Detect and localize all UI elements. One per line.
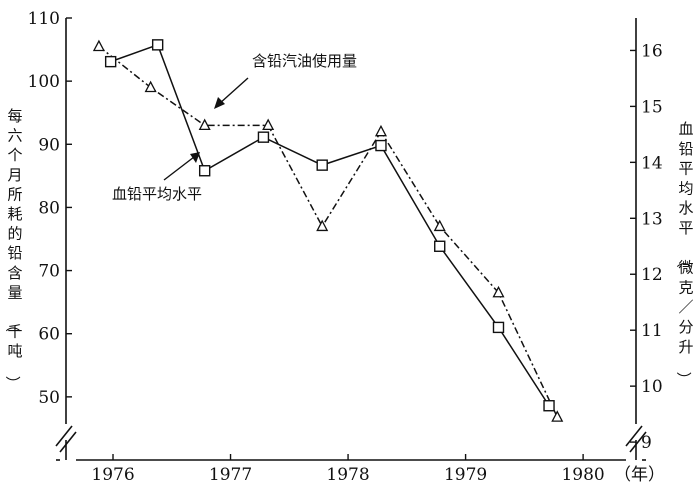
x-ticks: 1976 1977 1978 1979 1980	[91, 454, 605, 485]
left-title-text: 每六个月所耗的铅含量（千吨）	[3, 107, 22, 391]
left-tick-label: 80	[38, 198, 60, 218]
right-title-text: 血铅平均水平（微克／分升）	[674, 120, 693, 387]
blood-lead-point	[434, 240, 446, 252]
right-tick-label: 11	[641, 321, 663, 341]
left-tick-label: 90	[38, 135, 60, 155]
series-line-leaded-gasoline	[98, 45, 558, 418]
leaded-gasoline-point	[492, 285, 505, 298]
left-y-ticks: 50 60 70 80 90 100 110	[28, 9, 72, 408]
annotation-leaded-gasoline: 含铅汽油使用量	[252, 52, 357, 70]
left-axis-title: 每六个月所耗的铅含量（千吨）	[3, 107, 22, 391]
leaded-gasoline-point	[316, 219, 329, 232]
right-tick-label: 15	[641, 97, 663, 117]
x-tick-label: 1977	[209, 465, 252, 485]
left-tick-label: 70	[38, 262, 60, 282]
blood-lead-point	[198, 165, 211, 177]
right-y-ticks: 9 10 11 12 13 14 15 16	[630, 41, 663, 453]
series-line-blood-lead	[110, 43, 550, 407]
right-tick-label: 13	[641, 209, 663, 229]
x-tick-label: 1979	[444, 465, 487, 485]
right-axis-title: 血铅平均水平（微克／分升）	[674, 120, 693, 387]
blood-lead-point	[151, 39, 164, 51]
right-tick-label: 9	[641, 433, 652, 453]
right-axis-break-mark	[625, 425, 647, 453]
left-tick-label: 50	[38, 388, 60, 408]
blood-lead-point	[375, 139, 387, 152]
blood-lead-point	[104, 55, 117, 68]
arrowhead-blood-lead	[190, 152, 200, 163]
left-axis-break-mark	[55, 425, 77, 453]
annotation-arrows	[163, 77, 249, 181]
blood-lead-point	[316, 159, 328, 171]
leaded-gasoline-point	[551, 410, 564, 422]
left-tick-label: 110	[28, 9, 60, 29]
right-tick-label: 16	[641, 41, 663, 61]
leaded-gasoline-point	[262, 118, 275, 131]
arrowhead-leaded-gasoline	[214, 97, 225, 109]
x-axis-unit-label: （年）	[614, 465, 665, 485]
right-tick-label: 10	[641, 377, 663, 397]
series-layer	[92, 39, 564, 422]
blood-lead-point	[543, 400, 555, 412]
leaded-gasoline-point	[374, 124, 387, 137]
annotation-blood-lead: 血铅平均水平	[112, 185, 202, 203]
leaded-gasoline-point	[144, 80, 157, 93]
blood-lead-point	[492, 321, 505, 334]
x-tick-label: 1976	[91, 465, 134, 485]
leaded-gasoline-point	[198, 118, 211, 131]
x-tick-label: 1978	[326, 465, 369, 485]
arrow-blood-lead	[163, 156, 195, 181]
right-tick-label: 14	[641, 153, 663, 173]
right-tick-label: 12	[641, 265, 663, 285]
left-tick-label: 100	[28, 72, 60, 92]
leaded-gasoline-point	[433, 219, 446, 232]
left-tick-label: 60	[38, 325, 60, 345]
arrow-leaded-gasoline	[218, 77, 249, 105]
blood-lead-point	[257, 131, 270, 143]
x-tick-label: 1980	[561, 465, 604, 485]
leaded-gasoline-point	[92, 39, 105, 52]
